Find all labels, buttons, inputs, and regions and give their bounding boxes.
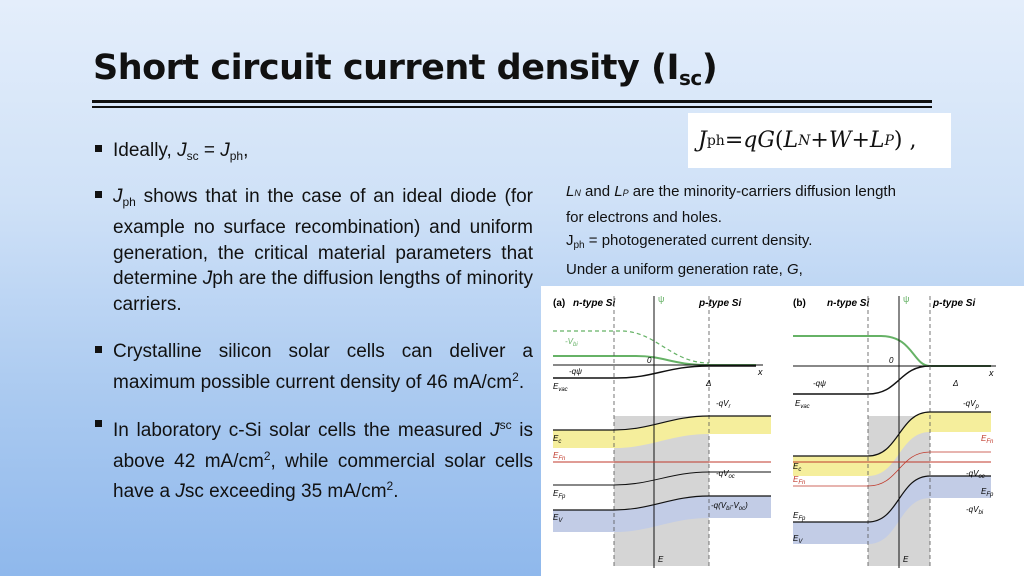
- panel-b-e-label: E: [903, 555, 909, 564]
- note-diffusion-length: LN and LP are the minority-carriers diff…: [566, 183, 896, 200]
- panel-a-psi-label: ψ: [658, 294, 664, 304]
- bullet-marker-icon: [95, 346, 102, 353]
- panel-a-e-label: E: [658, 555, 664, 564]
- panel-b-n-label: n-type Si: [827, 298, 869, 309]
- bullet-marker-icon: [95, 145, 102, 152]
- panel-b-p-label: p-type Si: [932, 298, 975, 309]
- panel-b-valence-band: [793, 476, 991, 544]
- panel-a-evac-label: Evac: [553, 382, 568, 393]
- note-jph: Jph = photogenerated current density.: [566, 232, 813, 251]
- panel-b-label: (b): [793, 298, 806, 309]
- page-title: Short circuit current density (Isc): [93, 48, 718, 90]
- panel-b-efp-line: [793, 451, 991, 487]
- panel-b-ev-label: EV: [793, 534, 803, 545]
- panel-b-x-label: x: [988, 368, 994, 378]
- panel-a-valence-band: [553, 496, 771, 532]
- panel-a-efp-line: [553, 471, 771, 486]
- panel-a-valence-edge: [553, 495, 771, 511]
- panel-b-qvoc-label: -qVoc: [966, 469, 985, 480]
- panel-b-conduction-edge: [793, 411, 991, 457]
- panel-a-dark-potential: [553, 330, 710, 364]
- bullet-marker-icon: [95, 190, 102, 198]
- panel-b-chi-label: -qVp: [963, 399, 979, 410]
- bullet-jph: Jph shows that in the case of an ideal d…: [93, 184, 533, 318]
- bullet-laboratory: In laboratory c-Si solar cells the measu…: [93, 413, 533, 505]
- panel-a-efn-label: EFn: [553, 451, 566, 462]
- panel-b-valence-edge: [793, 475, 991, 523]
- panel-a-delta-label: Δ: [705, 379, 711, 388]
- note-generation: Under a uniform generation rate, G,: [566, 260, 803, 278]
- panel-a-vacuum-level: [553, 365, 756, 379]
- panel-a-label: (a): [553, 298, 565, 309]
- panel-b-efn2-label: EFn: [981, 434, 994, 445]
- panel-a-n-label: n-type Si: [573, 298, 615, 309]
- panel-a-origin-label: 0: [647, 356, 652, 365]
- panel-a: (a) n-type Si p-type Si: [553, 294, 771, 568]
- panel-a-conduction-band: [553, 416, 771, 448]
- panel-b-qpsi-label: -qψ: [813, 379, 826, 388]
- panel-a-qpsi-label: -qψ: [569, 367, 582, 376]
- bullet-list: Ideally, Jsc = Jph, Jph shows that in th…: [93, 138, 533, 525]
- panel-a-x-label: x: [757, 367, 763, 377]
- note-electrons-holes: for electrons and holes.: [566, 208, 722, 226]
- panel-a-conduction-edge: [553, 415, 771, 431]
- band-diagram-figure: (a) n-type Si p-type Si: [541, 286, 1024, 576]
- panel-b-psi-label: ψ: [903, 294, 909, 304]
- definition-notes: LN and LP are the minority-carriers diff…: [566, 180, 966, 281]
- bullet-marker-icon: [95, 420, 102, 427]
- panel-b: (b) n-type Si p-type Si ψ x 0 -qψ Evac Δ…: [793, 294, 996, 568]
- panel-b-evac-label: Evac: [795, 399, 810, 410]
- panel-a-ec-label: Ec: [553, 434, 561, 445]
- title-rule-thin: [92, 106, 932, 108]
- panel-a-qvoc-label: -qVoc: [716, 469, 735, 480]
- panel-a-chi-label: -qVr: [716, 399, 731, 410]
- panel-b-efn-label: EFn: [793, 475, 806, 486]
- bullet-crystalline: Crystalline silicon solar cells can deli…: [93, 339, 533, 395]
- bullet-ideally: Ideally, Jsc = Jph,: [93, 138, 533, 170]
- panel-b-delta-label: Δ: [952, 379, 958, 388]
- panel-a-qvbi-label: -q(Vbi-Voc): [711, 501, 748, 512]
- title-rule: [92, 100, 932, 103]
- panel-a-vbi-label: -Vbi: [565, 337, 578, 348]
- panel-b-ec-label: Ec: [793, 462, 801, 473]
- panel-a-ev-label: EV: [553, 513, 563, 524]
- panel-b-efp-label: EFp: [793, 511, 806, 522]
- panel-b-efp2-label: EFp: [981, 487, 994, 498]
- panel-b-origin-label: 0: [889, 356, 894, 365]
- panel-a-p-label: p-type Si: [698, 298, 741, 309]
- panel-b-qvbi-label: -qVbi: [966, 505, 984, 516]
- panel-a-efp-label: EFp: [553, 489, 566, 500]
